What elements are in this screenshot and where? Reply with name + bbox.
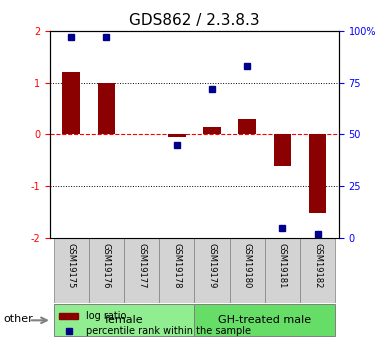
Bar (309, 135, 326, 213)
FancyBboxPatch shape (229, 238, 265, 303)
Text: GSM19180: GSM19180 (243, 243, 252, 288)
FancyBboxPatch shape (194, 238, 229, 303)
Bar (62, 72, 80, 135)
Legend: log ratio, percentile rank within the sample: log ratio, percentile rank within the sa… (55, 307, 255, 340)
Bar (97, 83, 115, 135)
Text: GSM19181: GSM19181 (278, 243, 287, 288)
FancyBboxPatch shape (54, 304, 194, 336)
Bar (168, 135, 186, 137)
Title: GDS862 / 2.3.8.3: GDS862 / 2.3.8.3 (129, 13, 260, 29)
Text: GSM19178: GSM19178 (172, 243, 181, 288)
Bar (238, 119, 256, 135)
Text: female: female (105, 315, 143, 325)
Text: GSM19176: GSM19176 (102, 243, 111, 288)
FancyBboxPatch shape (300, 238, 335, 303)
Bar (274, 135, 291, 166)
Text: GSM19175: GSM19175 (67, 243, 76, 288)
FancyBboxPatch shape (89, 238, 124, 303)
Text: GSM19182: GSM19182 (313, 243, 322, 288)
Text: GSM19177: GSM19177 (137, 243, 146, 288)
Text: GH-treated male: GH-treated male (218, 315, 311, 325)
FancyBboxPatch shape (159, 238, 194, 303)
FancyBboxPatch shape (265, 238, 300, 303)
Text: other: other (4, 314, 33, 324)
Text: GSM19179: GSM19179 (208, 243, 216, 288)
Bar (203, 127, 221, 135)
FancyBboxPatch shape (54, 238, 89, 303)
FancyBboxPatch shape (194, 304, 335, 336)
FancyBboxPatch shape (124, 238, 159, 303)
